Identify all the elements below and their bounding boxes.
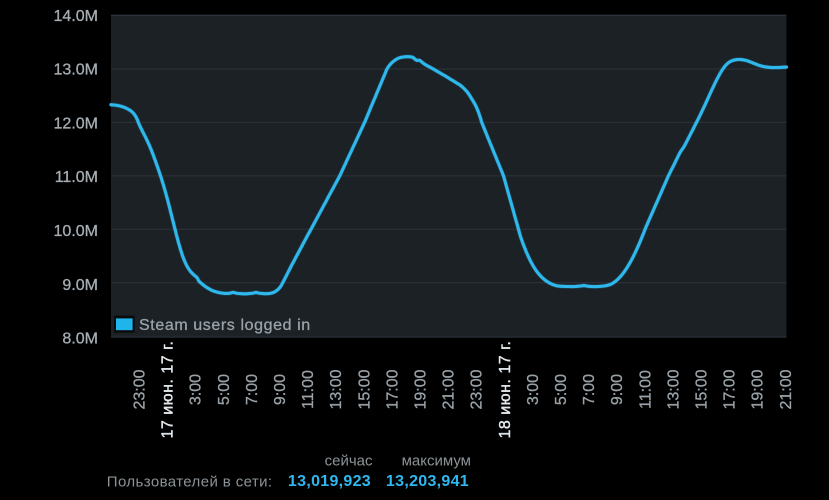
svg-text:сейчас: сейчас [325, 453, 373, 470]
svg-text:17:00: 17:00 [384, 369, 401, 409]
svg-text:19:00: 19:00 [750, 369, 767, 409]
svg-text:11:00: 11:00 [637, 370, 654, 409]
svg-text:15:00: 15:00 [356, 369, 373, 409]
svg-text:13,019,923: 13,019,923 [288, 473, 371, 490]
svg-text:23:00: 23:00 [132, 369, 149, 409]
svg-text:21:00: 21:00 [441, 369, 458, 409]
svg-text:7:00: 7:00 [581, 374, 598, 405]
svg-text:7:00: 7:00 [244, 374, 261, 405]
svg-text:максимум: максимум [402, 453, 471, 470]
svg-text:9:00: 9:00 [272, 374, 289, 405]
svg-text:23:00: 23:00 [469, 369, 486, 409]
svg-text:13,203,941: 13,203,941 [386, 473, 469, 490]
svg-text:15:00: 15:00 [694, 369, 711, 409]
svg-text:14.0M: 14.0M [54, 8, 98, 25]
svg-text:11:00: 11:00 [300, 370, 317, 409]
svg-text:5:00: 5:00 [216, 374, 233, 405]
svg-text:Steam users logged in: Steam users logged in [139, 317, 311, 334]
svg-text:10.0M: 10.0M [54, 223, 98, 240]
svg-text:13:00: 13:00 [328, 369, 345, 409]
svg-text:17 июн. 17 г.: 17 июн. 17 г. [160, 341, 177, 439]
svg-text:11.0M: 11.0M [55, 169, 98, 186]
svg-text:13.0M: 13.0M [54, 62, 98, 79]
svg-text:3:00: 3:00 [188, 374, 205, 405]
svg-text:9:00: 9:00 [609, 374, 626, 405]
svg-text:13:00: 13:00 [665, 369, 682, 409]
svg-text:5:00: 5:00 [553, 374, 570, 405]
svg-text:21:00: 21:00 [778, 369, 795, 409]
svg-text:Пользователей в сети:: Пользователей в сети: [107, 474, 273, 491]
svg-text:12.0M: 12.0M [54, 116, 98, 133]
svg-text:3:00: 3:00 [525, 374, 542, 405]
svg-text:9.0M: 9.0M [62, 277, 98, 294]
svg-text:17:00: 17:00 [722, 369, 739, 409]
svg-text:19:00: 19:00 [413, 369, 430, 409]
svg-text:8.0M: 8.0M [62, 331, 98, 348]
svg-text:18 июн. 17 г.: 18 июн. 17 г. [497, 341, 514, 439]
